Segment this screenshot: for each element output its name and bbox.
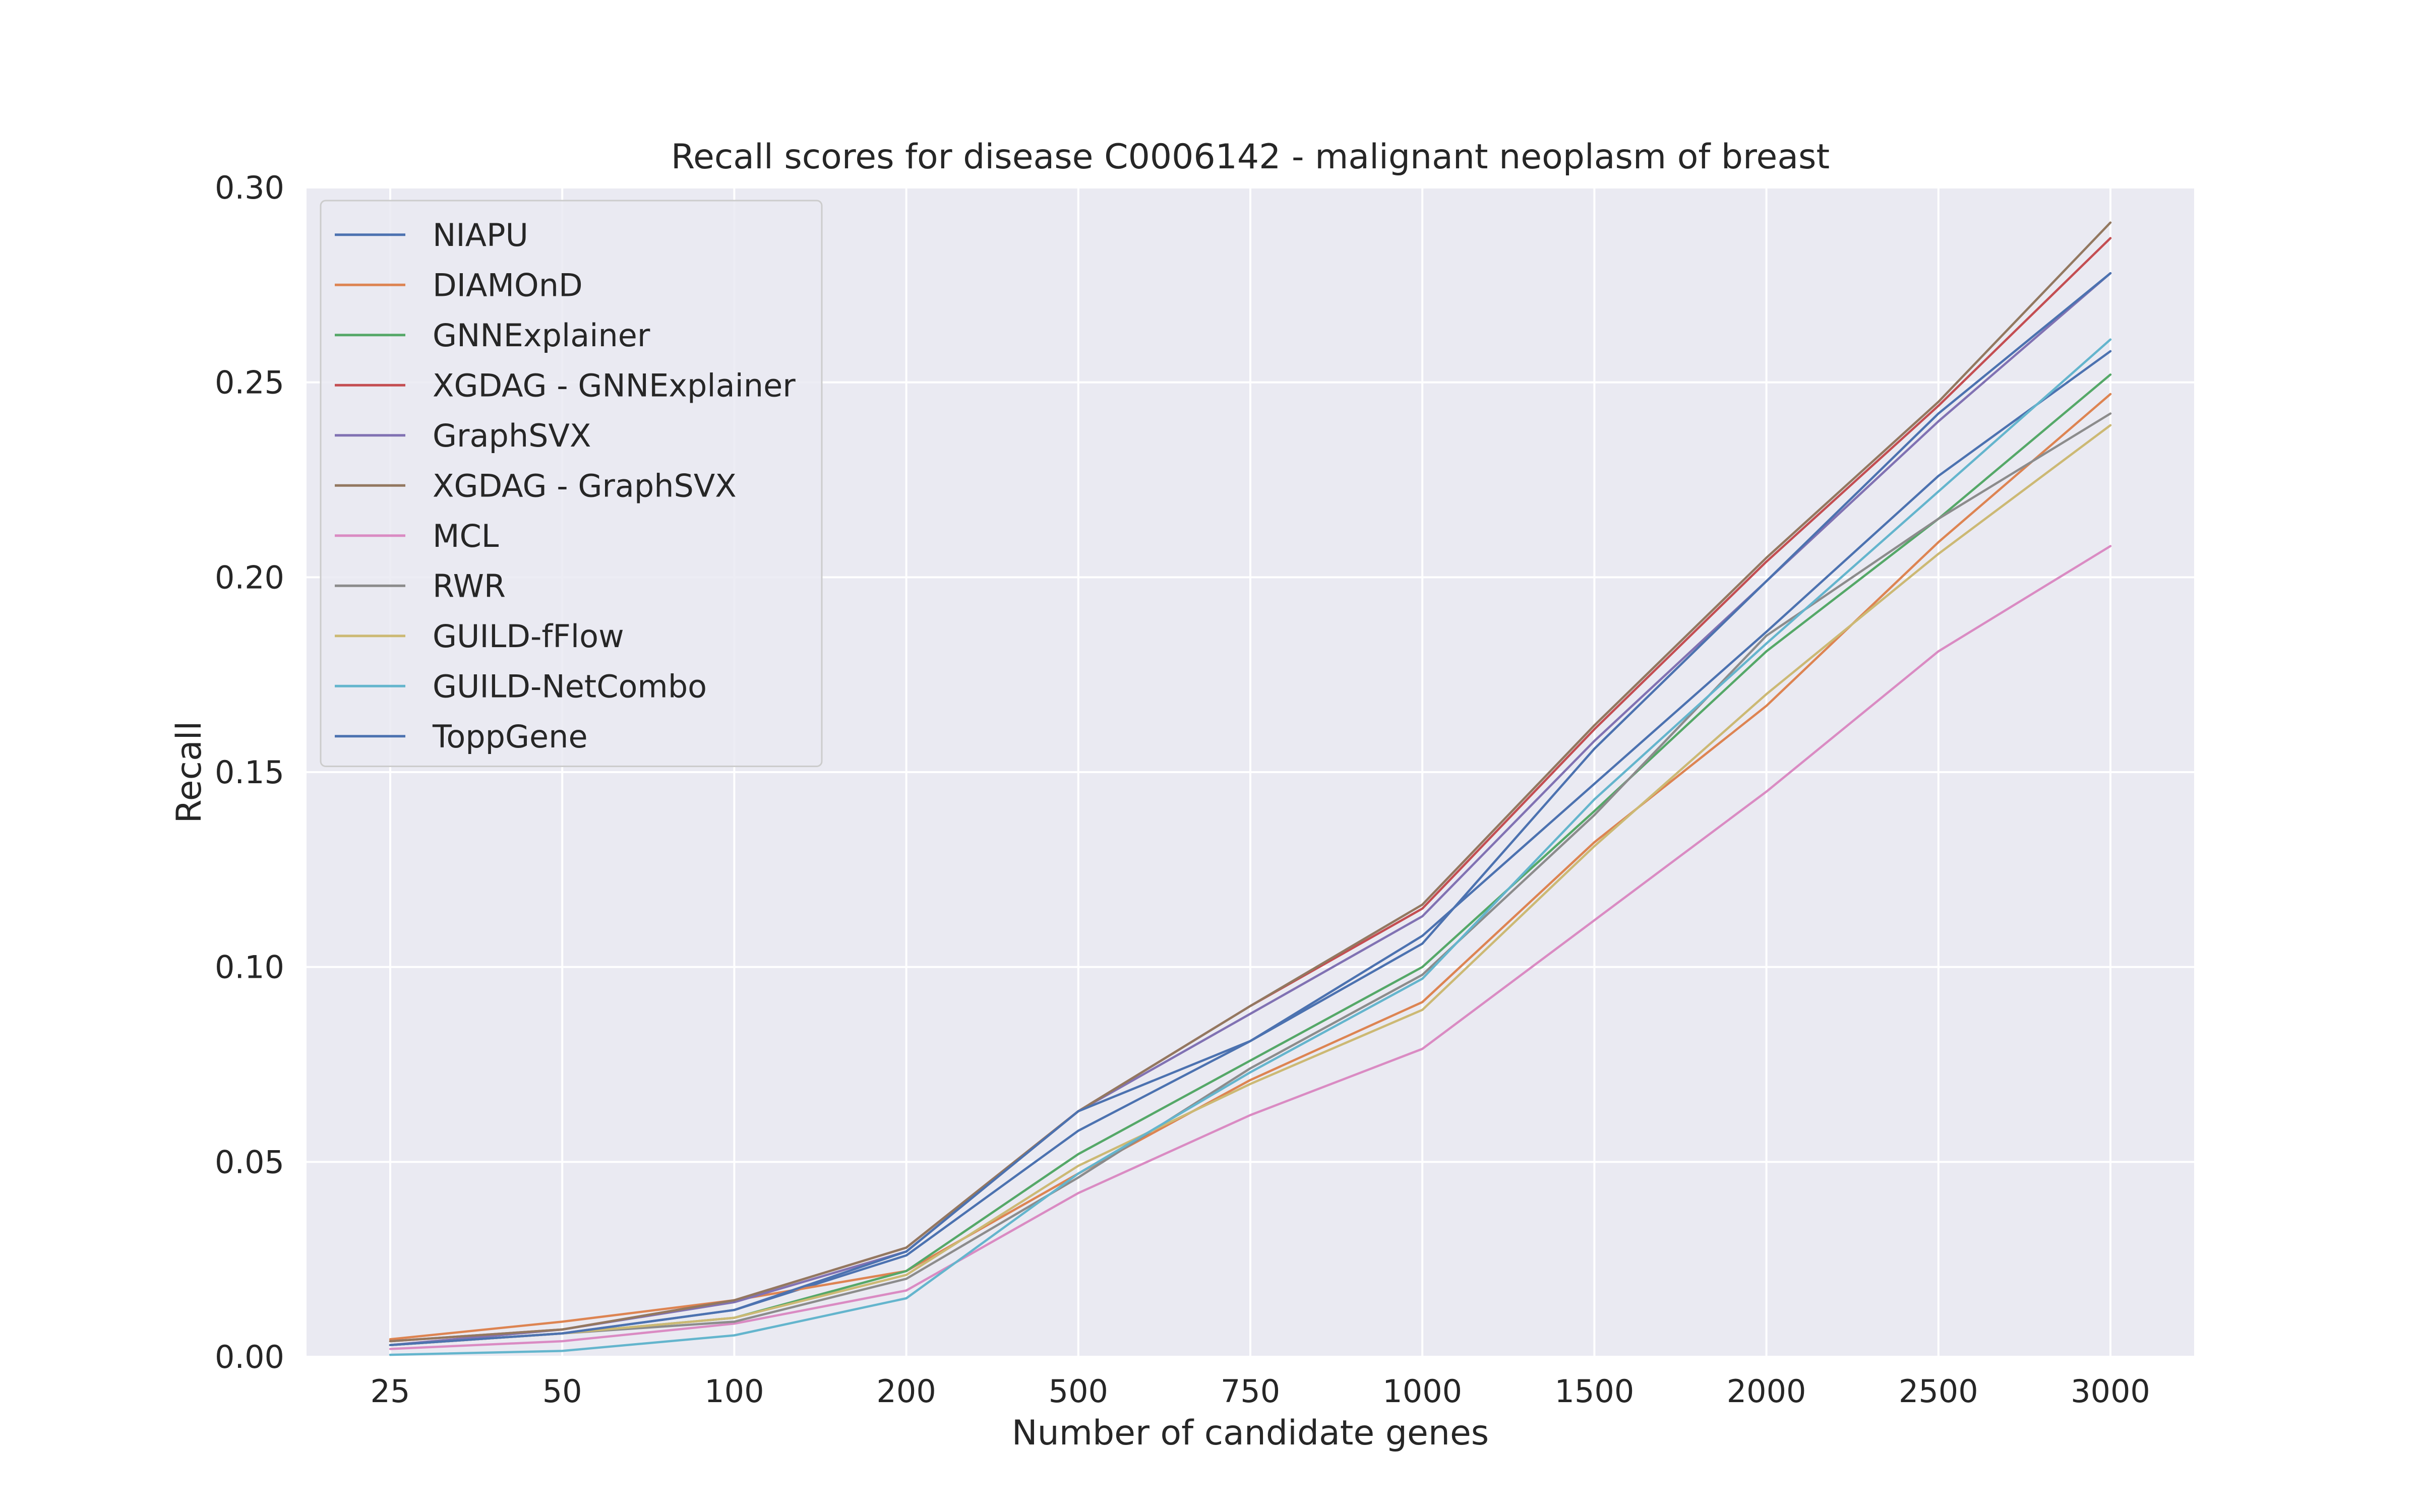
x-tick-label: 50 bbox=[542, 1373, 582, 1410]
legend-label-mcl: MCL bbox=[433, 518, 499, 554]
series-line-toppgene bbox=[389, 272, 2112, 1347]
legend-label-niapu: NIAPU bbox=[433, 217, 528, 254]
legend-label-guild-fflow: GUILD-fFlow bbox=[433, 618, 624, 655]
y-tick-label: 0.30 bbox=[215, 169, 284, 206]
legend-label-guild-netcombo: GUILD-NetCombo bbox=[433, 668, 707, 705]
legend-label-graphsvx: GraphSVX bbox=[433, 417, 591, 454]
x-tick-label: 2500 bbox=[1899, 1373, 1978, 1410]
series-line-rwr bbox=[389, 412, 2112, 1347]
series-line-graphsvx bbox=[389, 272, 2112, 1347]
x-tick-label: 100 bbox=[704, 1373, 764, 1410]
legend-label-rwr: RWR bbox=[433, 568, 506, 604]
series-line-mcl bbox=[389, 545, 2112, 1350]
x-tick-label: 2000 bbox=[1727, 1373, 1806, 1410]
legend-box bbox=[320, 200, 823, 767]
series-lines bbox=[389, 221, 2112, 1356]
x-axis-label: Number of candidate genes bbox=[1012, 1413, 1489, 1453]
legend-label-diamond: DIAMOnD bbox=[433, 267, 583, 303]
legend-label-gnnexplainer: GNNExplainer bbox=[433, 317, 650, 354]
x-tick-labels: 25 50 100 200 500 750 1000 1500 2000 2500 3000 bbox=[371, 1373, 2150, 1410]
y-tick-label: 0.20 bbox=[215, 559, 284, 596]
series-line-diamond bbox=[389, 393, 2112, 1341]
chart-title: Recall scores for disease C0006142 - mal… bbox=[671, 137, 1830, 177]
legend-label-toppgene: ToppGene bbox=[432, 718, 588, 755]
y-tick-label: 0.15 bbox=[215, 754, 284, 791]
x-tick-label: 500 bbox=[1049, 1373, 1108, 1410]
legend-label-xgdag-gnnexplainer: XGDAG - GNNExplainer bbox=[433, 367, 796, 404]
series-line-guild-fflow bbox=[389, 424, 2112, 1347]
y-tick-labels: 0.00 0.05 0.10 0.15 0.20 0.25 0.30 bbox=[215, 169, 284, 1375]
x-tick-label: 1500 bbox=[1555, 1373, 1635, 1410]
grid bbox=[307, 186, 2194, 1358]
legend-label-xgdag-graphsvx: XGDAG - GraphSVX bbox=[433, 467, 737, 504]
series-line-guild-netcombo bbox=[389, 338, 2112, 1356]
x-tick-label: 750 bbox=[1221, 1373, 1280, 1410]
x-tick-label: 200 bbox=[876, 1373, 936, 1410]
legend: NIAPU DIAMOnD GNNExplainer XGDAG - GNNExpla… bbox=[320, 200, 823, 767]
series-line-xgdag-graphsvx bbox=[389, 221, 2112, 1343]
y-tick-label: 0.00 bbox=[215, 1339, 284, 1375]
y-tick-label: 0.05 bbox=[215, 1144, 284, 1180]
y-tick-label: 0.10 bbox=[215, 949, 284, 986]
y-tick-label: 0.25 bbox=[215, 364, 284, 401]
y-axis-label: Recall bbox=[169, 721, 209, 824]
x-tick-label: 3000 bbox=[2071, 1373, 2150, 1410]
x-tick-label: 25 bbox=[371, 1373, 410, 1410]
x-tick-label: 1000 bbox=[1382, 1373, 1462, 1410]
